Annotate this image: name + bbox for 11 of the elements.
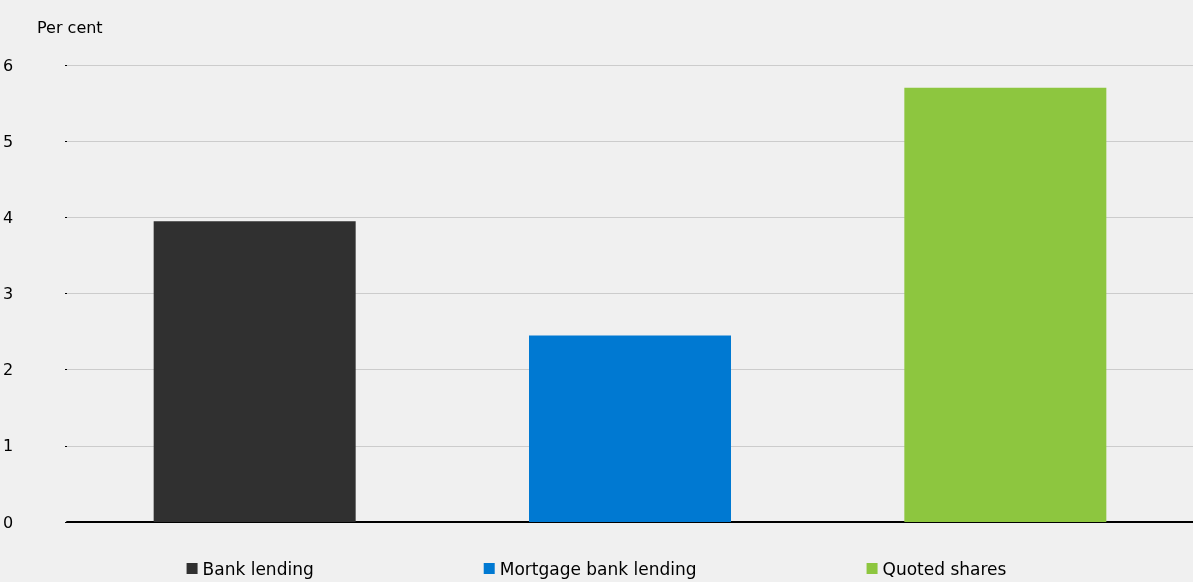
y-tick-label: 1	[3, 436, 14, 456]
y-tick-label: 5	[3, 131, 14, 151]
legend-label: Bank lending	[202, 558, 314, 579]
legend-label: Quoted shares	[882, 558, 1007, 579]
y-axis-title: Per cent	[37, 17, 103, 37]
y-tick-label: 4	[3, 207, 14, 227]
y-tick-label: 0	[3, 512, 14, 532]
y-tick-label: 2	[3, 360, 14, 380]
legend-label: Mortgage bank lending	[499, 558, 697, 579]
y-tick-label: 6	[3, 55, 14, 75]
y-tick-label: 3	[3, 284, 14, 303]
